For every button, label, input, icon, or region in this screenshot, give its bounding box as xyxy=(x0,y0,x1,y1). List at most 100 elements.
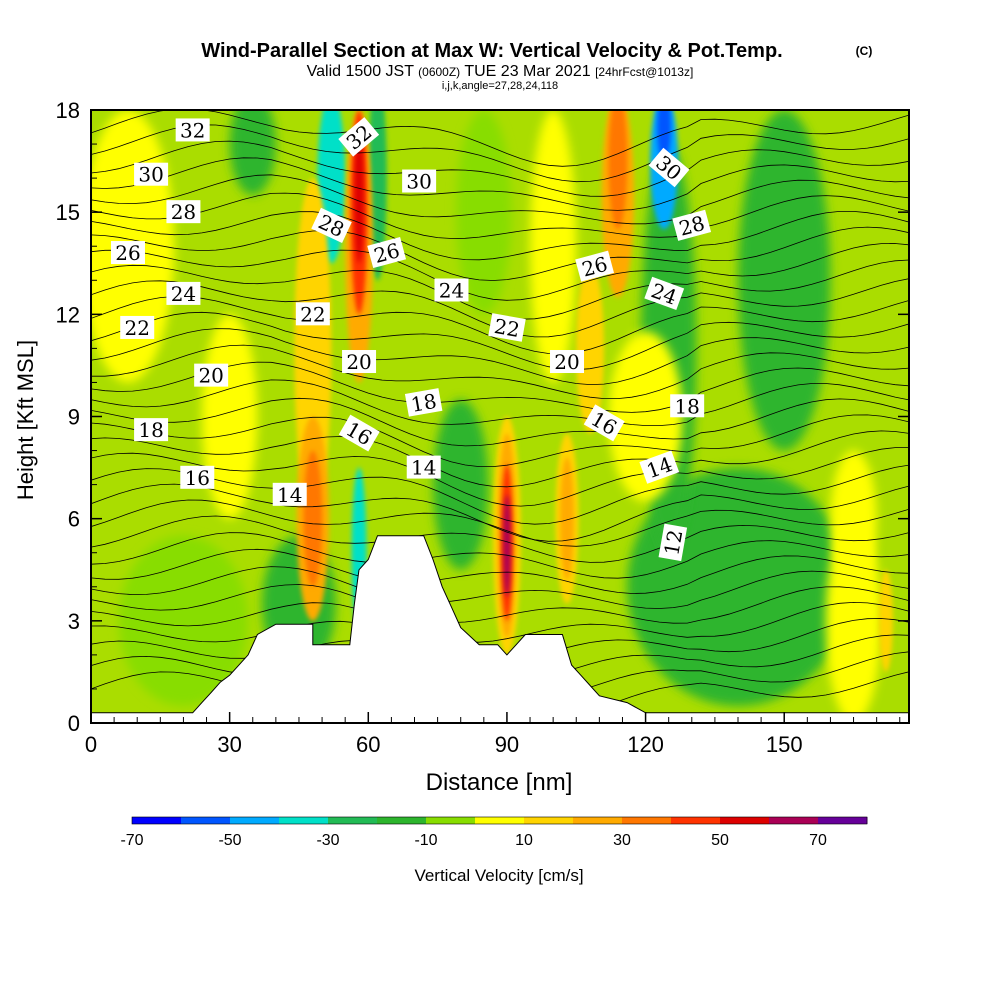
svg-text:22: 22 xyxy=(300,302,325,326)
theta-contour-label: 18 xyxy=(404,388,443,417)
theta-contour-line xyxy=(91,157,909,211)
theta-contour-label: 22 xyxy=(295,302,330,326)
theta-contour-line xyxy=(91,328,909,386)
theta-contour-label: 28 xyxy=(166,200,201,224)
theta-contour-line xyxy=(91,414,909,467)
subtitle-valid: Valid 1500 JST xyxy=(307,63,415,80)
theta-contour-label: 20 xyxy=(342,350,377,374)
x-tick-label: 90 xyxy=(495,732,519,757)
subtitle-zulu: (0600Z) xyxy=(418,65,460,79)
theta-contours xyxy=(91,110,909,718)
colorbar-tick-label: 50 xyxy=(711,832,729,849)
x-tick-label: 150 xyxy=(766,732,803,757)
colorbar-swatch xyxy=(622,817,672,824)
colorbar-tick-label: 70 xyxy=(809,832,827,849)
theta-contour-label: 28 xyxy=(672,209,712,241)
svg-text:12: 12 xyxy=(659,528,687,557)
velocity-cell xyxy=(303,450,323,587)
theta-contour-label: 22 xyxy=(488,313,526,342)
y-tick-label: 6 xyxy=(68,507,80,532)
theta-contour-line xyxy=(91,243,909,301)
theta-contour-line xyxy=(91,110,909,167)
svg-text:14: 14 xyxy=(277,483,302,507)
svg-text:30: 30 xyxy=(406,170,431,194)
svg-text:22: 22 xyxy=(124,316,149,340)
subtitle-forecast: [24hrFcst@1013z] xyxy=(595,65,693,79)
velocity-cell xyxy=(560,457,574,580)
theta-contour-line xyxy=(91,397,909,447)
colorbar-swatch xyxy=(279,817,329,824)
colorbar-tick-label: -10 xyxy=(414,832,437,849)
terrain xyxy=(91,535,909,723)
subtitle-date: TUE 23 Mar 2021 xyxy=(464,63,590,80)
colorbar-swatch xyxy=(181,817,231,824)
theta-contour-label: 24 xyxy=(166,281,201,306)
velocity-cell xyxy=(229,110,276,196)
velocity-cell xyxy=(530,110,577,383)
svg-text:22: 22 xyxy=(492,314,521,342)
velocity-cell xyxy=(830,450,877,587)
theta-contour-line xyxy=(91,499,909,547)
svg-text:30: 30 xyxy=(138,163,163,187)
y-axis: 0 3 6 9 12 15 18 xyxy=(56,98,909,736)
svg-text:14: 14 xyxy=(411,456,436,480)
theta-contour-label: 18 xyxy=(134,418,169,442)
velocity-cell xyxy=(354,127,364,264)
theta-contour-line xyxy=(91,447,909,507)
svg-text:20: 20 xyxy=(554,350,579,374)
colorbar-swatch xyxy=(328,817,378,824)
colorbar-swatch xyxy=(426,817,476,824)
colorbar-tick-label: -30 xyxy=(316,832,339,849)
theta-contour-label: 20 xyxy=(194,363,229,388)
theta-contour-label: 30 xyxy=(402,169,437,194)
svg-text:18: 18 xyxy=(409,389,438,417)
y-tick-label: 3 xyxy=(68,609,80,634)
velocity-cell xyxy=(432,399,489,570)
colorbar-tick-label: -50 xyxy=(218,832,241,849)
svg-text:18: 18 xyxy=(674,394,699,418)
colorbar-swatch xyxy=(475,817,525,824)
x-axis-label: Distance [nm] xyxy=(426,769,573,796)
x-tick-label: 60 xyxy=(356,732,380,757)
theta-contour-line xyxy=(91,192,909,239)
x-axis: 0 30 60 90 120 150 xyxy=(85,712,901,757)
x-tick-label: 30 xyxy=(217,732,241,757)
svg-text:18: 18 xyxy=(138,418,163,442)
y-axis-label: Height [Kft MSL] xyxy=(13,340,38,500)
colorbar-tick-label: 30 xyxy=(613,832,631,849)
svg-text:20: 20 xyxy=(198,364,223,388)
svg-text:16: 16 xyxy=(185,466,210,490)
svg-text:24: 24 xyxy=(171,282,196,306)
colorbar-swatch xyxy=(377,817,427,824)
theta-contour-line xyxy=(91,379,909,426)
colorbar-swatch xyxy=(573,817,623,824)
velocity-cell xyxy=(657,110,671,162)
chart-title: Wind-Parallel Section at Max W: Vertical… xyxy=(201,40,782,62)
svg-text:26: 26 xyxy=(115,241,140,265)
theta-contour-line xyxy=(91,174,909,225)
theta-contour-label: 16 xyxy=(180,465,215,490)
theta-contour-line xyxy=(91,211,909,261)
theta-contour-line xyxy=(91,430,909,488)
theta-contour-line xyxy=(91,532,909,579)
grid-index-line: i,j,k,angle=27,28,24,118 xyxy=(442,80,558,92)
colorbar-swatch xyxy=(769,817,819,824)
theta-contour-line xyxy=(91,464,909,525)
y-tick-label: 15 xyxy=(56,200,80,225)
velocity-cell xyxy=(294,178,332,519)
velocity-cell xyxy=(608,110,628,230)
colorbar-tick-label: -70 xyxy=(120,832,143,849)
svg-text:20: 20 xyxy=(346,350,371,374)
theta-contour-line xyxy=(91,226,909,281)
svg-text:32: 32 xyxy=(180,118,205,142)
theta-contour-line xyxy=(91,344,909,399)
colorbar-swatch xyxy=(524,817,574,824)
theta-contour-line xyxy=(91,566,909,609)
copyright-mark: (C) xyxy=(856,44,873,58)
theta-contour-line xyxy=(91,140,909,197)
theta-contour-label: 32 xyxy=(175,118,210,142)
y-tick-label: 9 xyxy=(68,405,80,430)
y-tick-label: 12 xyxy=(56,302,80,327)
